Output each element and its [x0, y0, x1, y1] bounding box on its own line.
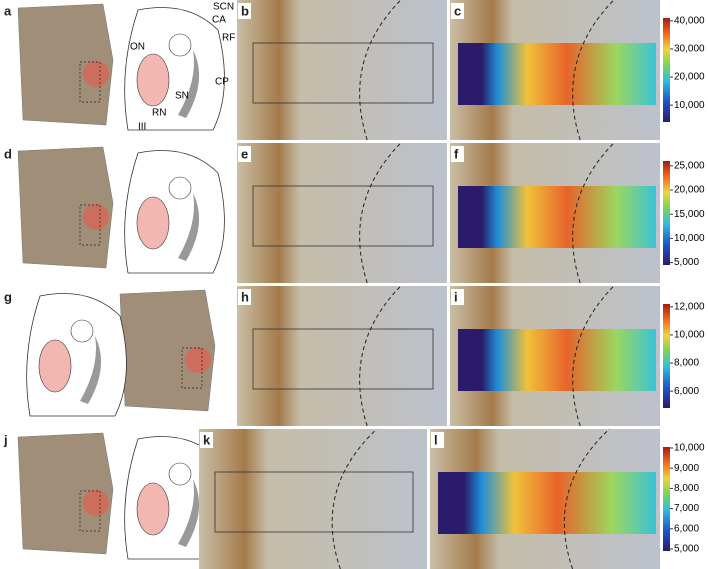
anatomy-label: SN — [175, 91, 189, 102]
panel-letter: d — [4, 146, 12, 161]
colorbar-tick-label: 20,000 — [674, 72, 705, 83]
colorbar-tick-label: 12,000 — [674, 301, 705, 312]
anatomy-label: ON — [130, 42, 145, 53]
rf-region — [168, 462, 192, 486]
boundary — [563, 428, 610, 569]
panel-letter: a — [4, 3, 12, 18]
letter-bg — [238, 289, 251, 305]
colorbar-tick-label: 20,000 — [674, 185, 705, 196]
roi-box — [252, 328, 434, 390]
panel-letter: h — [241, 289, 249, 304]
colorbar-tick-label: 8,000 — [674, 358, 699, 369]
substantia-nigra — [80, 336, 102, 404]
letter-bg — [451, 146, 464, 162]
anatomy-label: RN — [152, 108, 166, 119]
boundary — [331, 428, 378, 569]
roi-box — [252, 42, 434, 104]
letter-bg — [200, 432, 213, 448]
recording-site — [83, 490, 109, 516]
roi-box — [252, 185, 434, 247]
colorbar — [663, 304, 670, 408]
anatomy-label: SCN — [213, 2, 234, 13]
boundary — [359, 142, 402, 284]
letter-bg — [238, 3, 251, 19]
recording-site — [83, 204, 109, 230]
heatmap — [458, 43, 656, 105]
tissue-section — [17, 146, 114, 269]
heatmap — [458, 329, 656, 391]
red-nucleus — [136, 482, 170, 536]
letter-bg — [451, 289, 464, 305]
colorbar-tick-label: 6,000 — [674, 386, 699, 397]
anatomy-label: III — [138, 122, 146, 133]
letter-bg — [431, 432, 444, 448]
recording-site — [83, 61, 109, 87]
panel-letter: c — [454, 3, 461, 18]
roi-box — [214, 471, 414, 533]
boundary — [359, 0, 402, 141]
site-box — [79, 61, 101, 103]
panel-letter: b — [241, 3, 249, 18]
panel-letter: f — [454, 146, 459, 161]
micrograph — [237, 143, 447, 283]
colorbar-tick-label: 7,000 — [674, 503, 699, 514]
micrograph — [199, 429, 427, 569]
red-nucleus — [136, 196, 170, 250]
colorbar-tick-label: 10,000 — [674, 100, 705, 111]
recording-site — [185, 347, 211, 373]
colorbar-tick-label: 5,000 — [674, 257, 699, 268]
boundary — [572, 285, 615, 427]
panel-letter: k — [203, 432, 211, 447]
anatomy-label: CP — [215, 77, 229, 88]
anatomy-label: RF — [222, 33, 235, 44]
tissue-section — [17, 432, 114, 555]
letter-bg — [451, 3, 464, 19]
site-box — [181, 347, 203, 389]
heatmap — [458, 186, 656, 248]
colorbar-tick-label: 8,000 — [674, 483, 699, 494]
panel-letter: g — [4, 289, 12, 304]
heatmap — [438, 472, 656, 534]
colorbar — [663, 18, 670, 122]
colorbar-tick-label: 10,000 — [674, 233, 705, 244]
red-nucleus — [136, 53, 170, 107]
substantia-nigra — [178, 50, 200, 118]
colorbar-tick-label: 30,000 — [674, 44, 705, 55]
micrograph — [237, 0, 447, 140]
boundary — [572, 142, 615, 284]
rf-region — [70, 319, 94, 343]
rf-region — [168, 33, 192, 57]
colorbar-tick-label: 6,000 — [674, 523, 699, 534]
panel-letter: e — [241, 146, 248, 161]
boundary — [359, 285, 402, 427]
boundary — [572, 0, 615, 141]
colorbar — [663, 161, 670, 265]
rf-region — [168, 176, 192, 200]
micrograph — [237, 286, 447, 426]
colorbar-tick-label: 15,000 — [674, 209, 705, 220]
substantia-nigra — [178, 193, 200, 261]
colorbar-tick-label: 9,000 — [674, 463, 699, 474]
panel-letter: i — [454, 289, 458, 304]
colorbar-tick-label: 10,000 — [674, 330, 705, 341]
anatomy-label: CA — [212, 15, 226, 26]
colorbar-tick-label: 40,000 — [674, 15, 705, 26]
red-nucleus — [38, 339, 72, 393]
colorbar-tick-label: 5,000 — [674, 544, 699, 555]
site-box — [79, 204, 101, 246]
colorbar-tick-label: 10,000 — [674, 443, 705, 454]
substantia-nigra — [178, 479, 200, 547]
panel-letter: l — [434, 432, 438, 447]
colorbar — [663, 447, 670, 551]
colorbar-tick-label: 25,000 — [674, 160, 705, 171]
panel-letter: j — [3, 432, 8, 447]
tissue-section — [17, 3, 114, 126]
site-box — [79, 490, 101, 532]
letter-bg — [238, 146, 251, 162]
